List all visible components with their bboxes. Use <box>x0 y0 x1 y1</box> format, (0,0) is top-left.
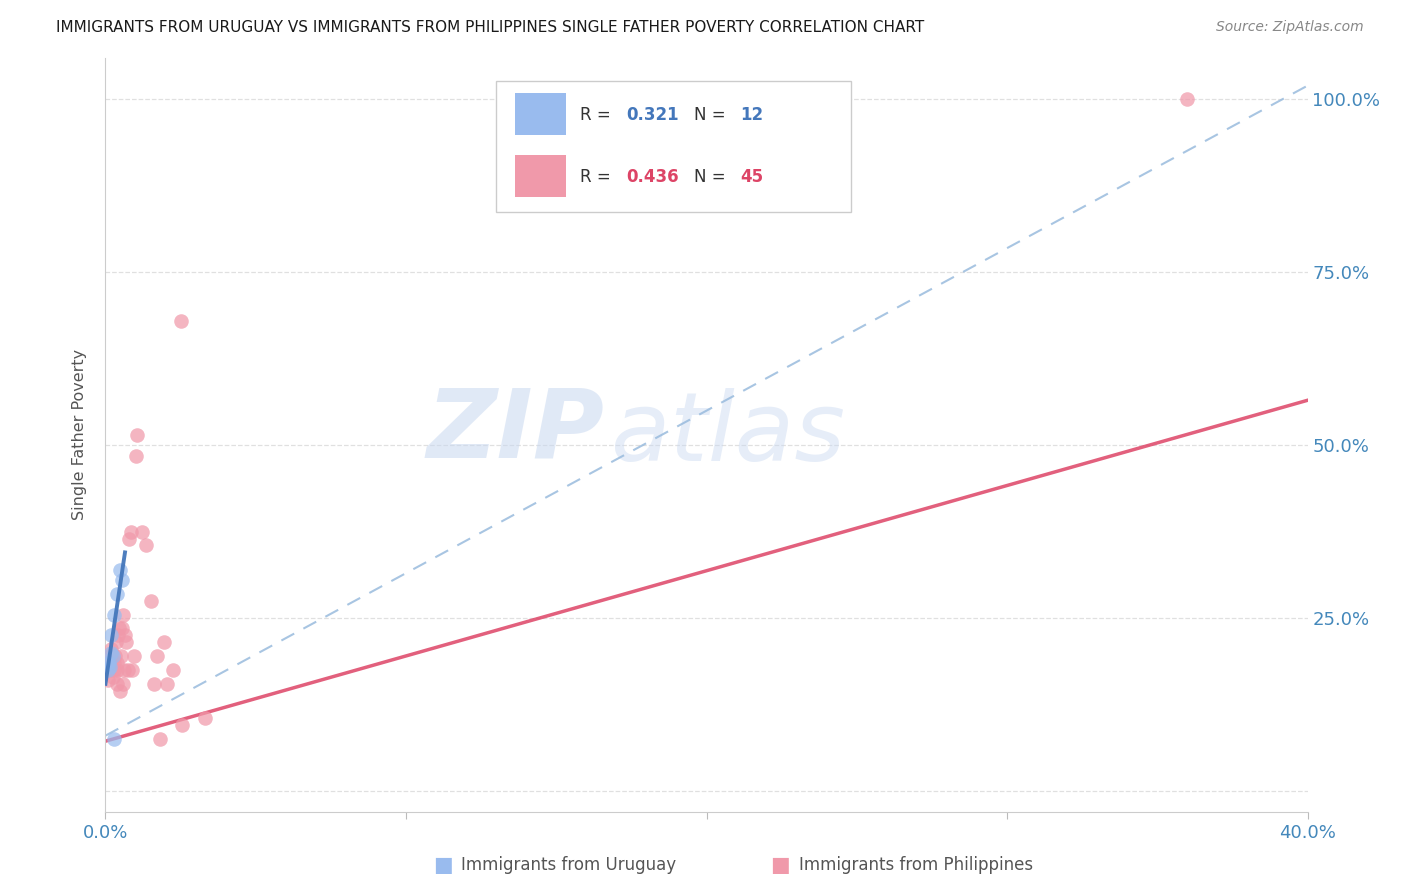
Text: Immigrants from Uruguay: Immigrants from Uruguay <box>461 856 676 874</box>
Point <box>153 635 176 649</box>
Point <box>105 656 128 670</box>
Point <box>101 670 124 684</box>
Point <box>135 539 157 553</box>
Point <box>103 663 125 677</box>
Point <box>1175 93 1198 107</box>
Point <box>156 677 179 691</box>
Text: 0.436: 0.436 <box>626 168 679 186</box>
Point <box>114 628 136 642</box>
Point <box>121 663 143 677</box>
Text: N =: N = <box>695 105 731 123</box>
Point <box>100 659 122 673</box>
Point <box>110 649 132 664</box>
Point <box>120 524 142 539</box>
Point <box>100 646 122 660</box>
Point <box>108 622 131 636</box>
Text: R =: R = <box>581 168 616 186</box>
Point <box>105 587 128 601</box>
Point <box>100 628 122 642</box>
FancyBboxPatch shape <box>516 93 565 135</box>
Text: ■: ■ <box>770 855 790 875</box>
Text: IMMIGRANTS FROM URUGUAY VS IMMIGRANTS FROM PHILIPPINES SINGLE FATHER POVERTY COR: IMMIGRANTS FROM URUGUAY VS IMMIGRANTS FR… <box>56 20 925 35</box>
Point <box>97 663 120 677</box>
FancyBboxPatch shape <box>516 155 565 197</box>
Point <box>194 711 217 725</box>
Text: 12: 12 <box>740 105 763 123</box>
Point <box>107 628 129 642</box>
Point <box>169 314 191 328</box>
Point <box>104 649 127 664</box>
Point <box>107 677 129 691</box>
Text: Source: ZipAtlas.com: Source: ZipAtlas.com <box>1216 20 1364 34</box>
Point <box>97 673 120 688</box>
Point <box>104 635 127 649</box>
Text: atlas: atlas <box>610 388 845 482</box>
Point <box>98 649 121 664</box>
Point <box>139 594 162 608</box>
Point <box>112 677 135 691</box>
Point <box>98 659 121 673</box>
Text: ■: ■ <box>433 855 453 875</box>
Text: 0.321: 0.321 <box>626 105 679 123</box>
Point <box>115 635 138 649</box>
Point <box>124 449 146 463</box>
Point <box>172 718 194 732</box>
Text: ZIP: ZIP <box>426 384 605 477</box>
Y-axis label: Single Father Poverty: Single Father Poverty <box>72 350 87 520</box>
Point <box>145 649 167 664</box>
Text: Immigrants from Philippines: Immigrants from Philippines <box>799 856 1033 874</box>
Point <box>103 656 125 670</box>
Point <box>148 732 170 747</box>
Point <box>108 563 131 577</box>
Point <box>111 573 134 587</box>
Point <box>111 622 134 636</box>
Point <box>100 642 122 657</box>
Point <box>112 663 135 677</box>
Point <box>97 663 120 677</box>
Point <box>110 683 132 698</box>
Point <box>97 656 120 670</box>
Point <box>98 656 121 670</box>
Point <box>162 663 184 677</box>
Text: 45: 45 <box>740 168 763 186</box>
Point <box>117 663 139 677</box>
Text: R =: R = <box>581 105 616 123</box>
Point <box>122 649 145 664</box>
Point <box>111 607 134 622</box>
Point <box>107 663 129 677</box>
Point <box>131 524 153 539</box>
Point <box>101 649 124 664</box>
Point <box>97 656 120 670</box>
Point <box>125 428 148 442</box>
Point <box>103 732 125 747</box>
Point <box>101 663 124 677</box>
Text: N =: N = <box>695 168 731 186</box>
Point <box>142 677 165 691</box>
Point <box>118 532 141 546</box>
FancyBboxPatch shape <box>496 80 851 212</box>
Point <box>103 607 125 622</box>
